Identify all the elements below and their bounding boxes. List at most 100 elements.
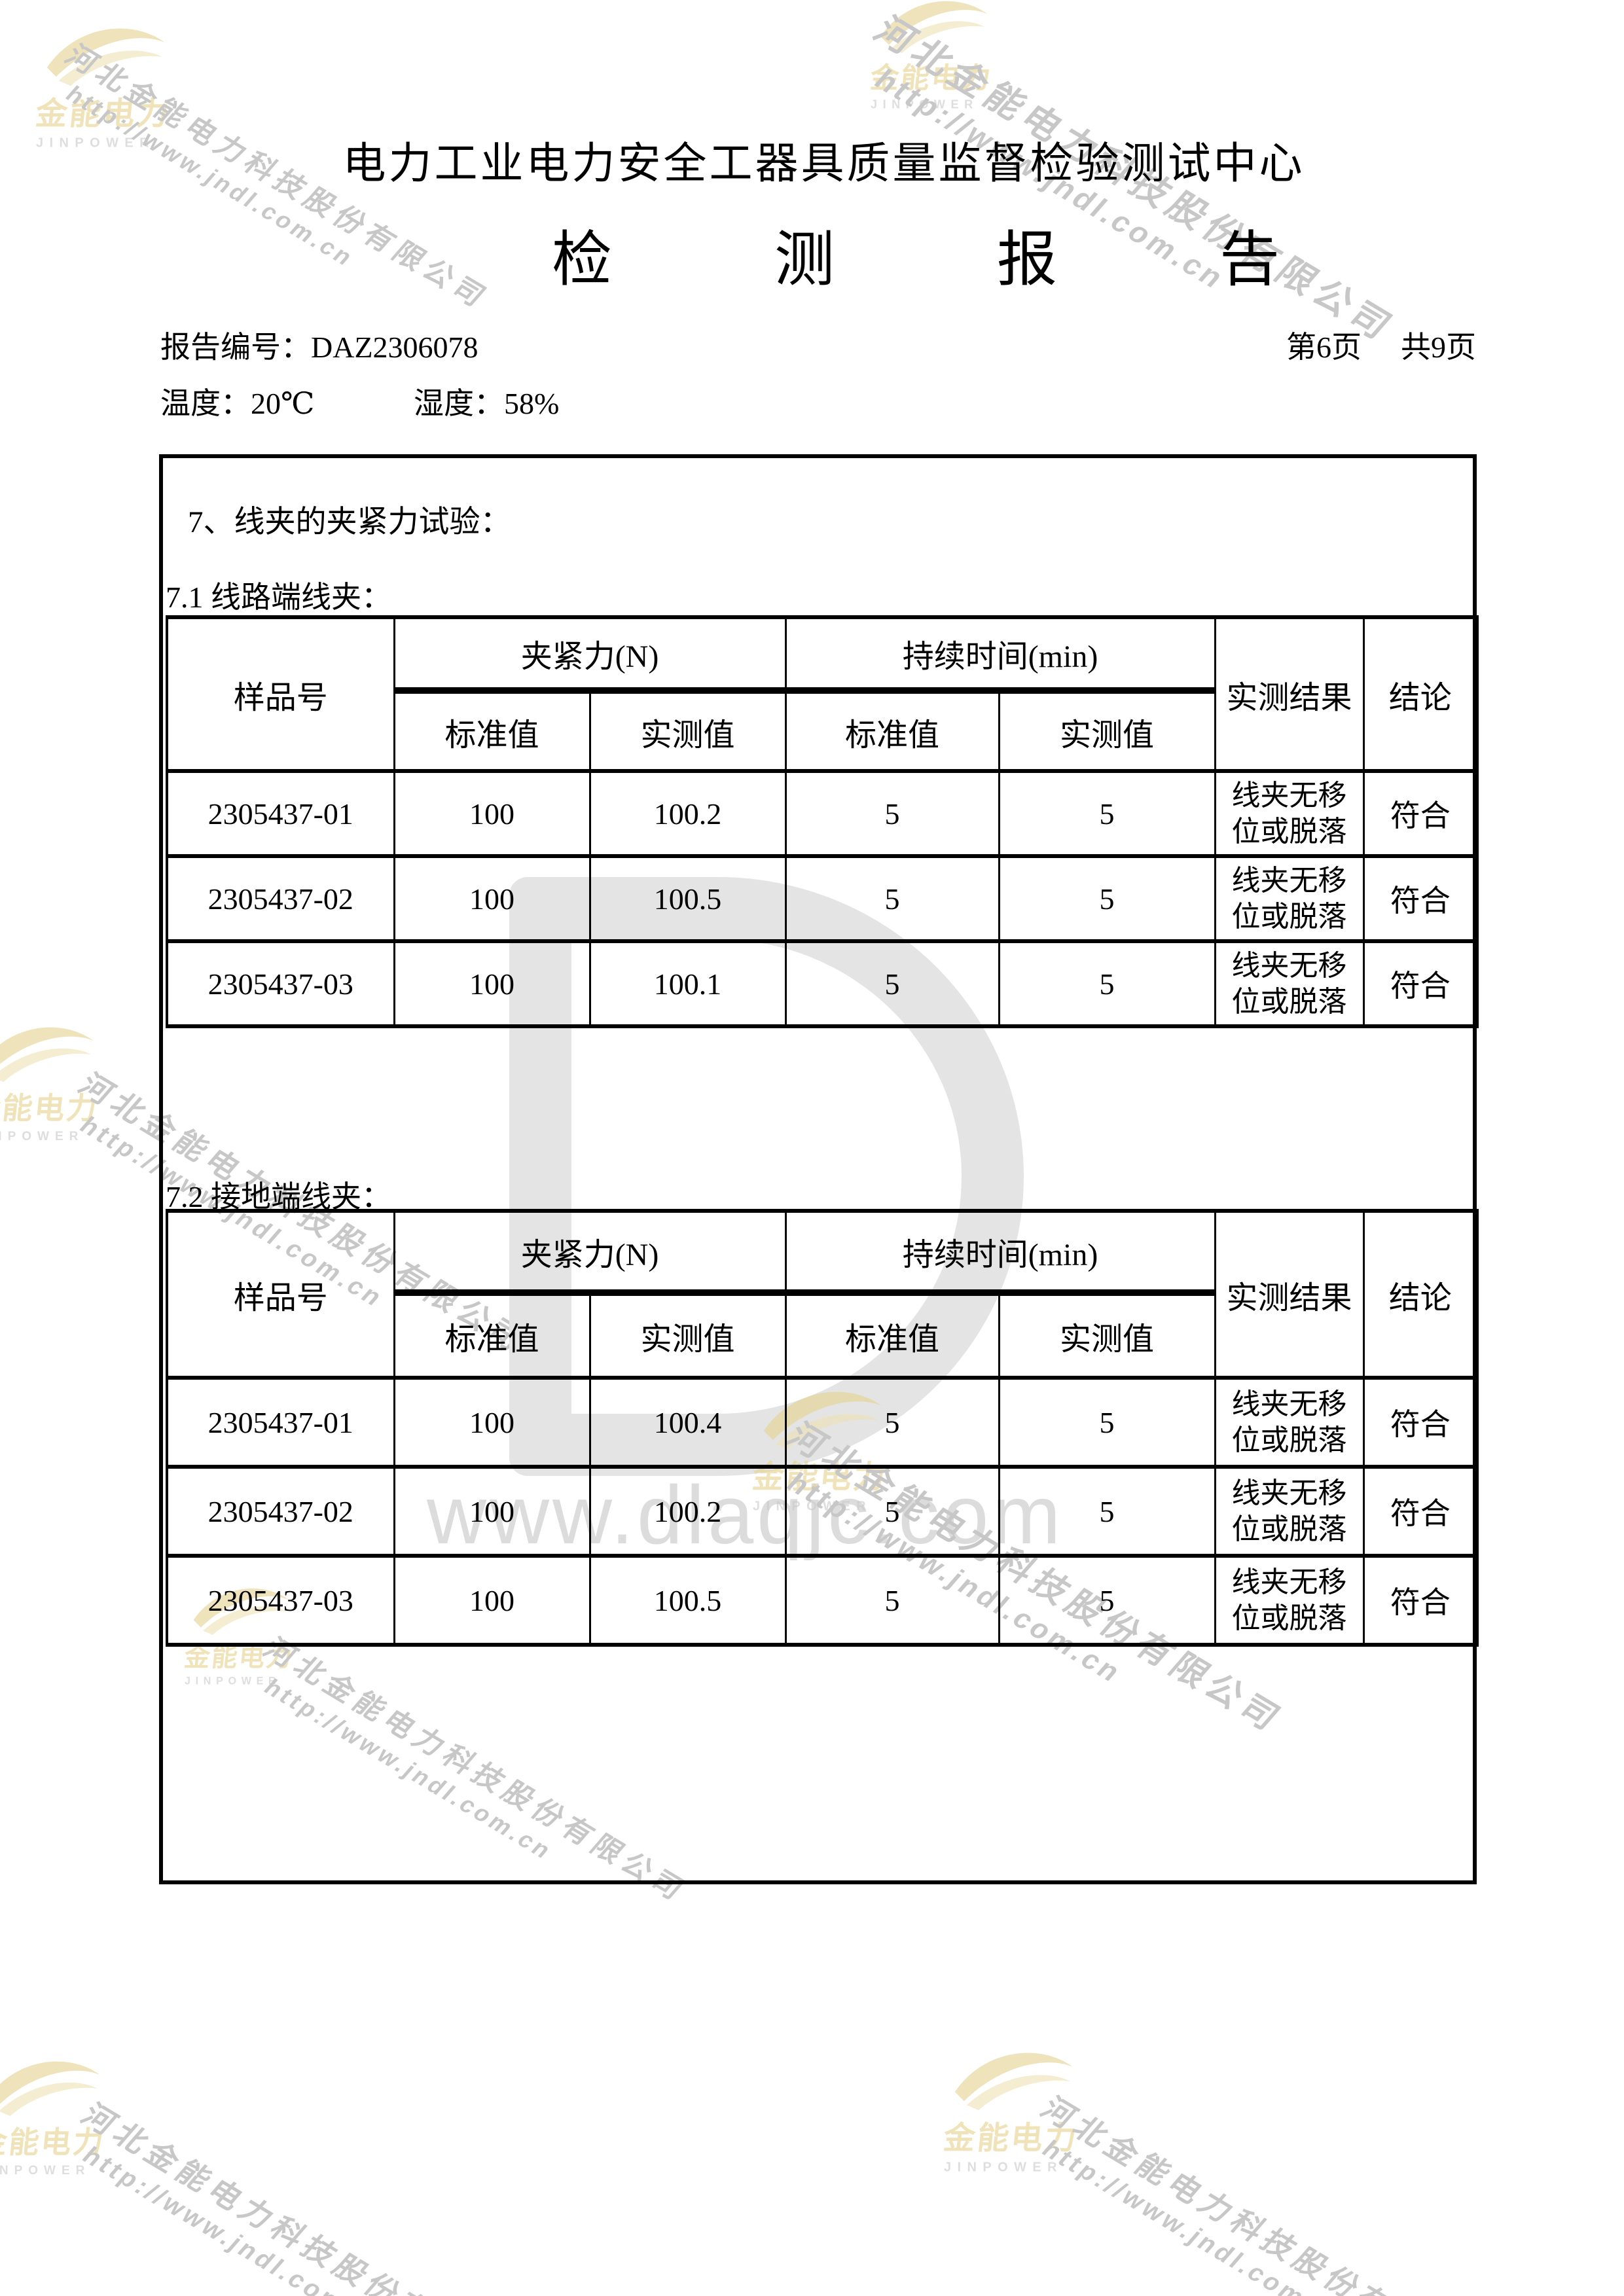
watermark-url-text: http://www.jndl.com.cn <box>60 81 361 272</box>
cell-time-std: 5 <box>784 854 1000 943</box>
jinpower-logo-en: JINPOWER <box>0 2164 91 2178</box>
table-row: 2305437-01 100 100.4 5 5 线夹无移位或脱落 符合 <box>166 1376 1479 1469</box>
cell-sample: 2305437-02 <box>166 1465 395 1558</box>
jinpower-swoosh-icon <box>0 1027 94 1083</box>
header-duration: 持续时间(min) <box>784 615 1216 694</box>
jinpower-logo-en: JINPOWER <box>36 135 156 151</box>
cell-result: 线夹无移位或脱落 <box>1214 939 1365 1028</box>
cell-force-std: 100 <box>393 769 591 858</box>
cell-time-std: 5 <box>784 939 1000 1028</box>
page-indicator: 第6页 共9页 <box>1286 323 1476 367</box>
cell-force-std: 100 <box>393 1376 591 1469</box>
table-row: 2305437-02 100 100.2 5 5 线夹无移位或脱落 符合 <box>166 1465 1479 1558</box>
ground-end-clamp-table: 样品号 夹紧力(N) 持续时间(min) 实测结果 结论 标准值 实测值 标准值… <box>166 1209 1479 1647</box>
subheader-measured: 实测值 <box>588 1291 787 1380</box>
cell-conclusion: 符合 <box>1362 854 1479 943</box>
company-watermark: 河北金能电力科技股份有限公司 http://www.jndl.com.cn <box>1011 2089 1499 2296</box>
cell-result: 线夹无移位或脱落 <box>1214 854 1365 943</box>
report-number-label: 报告编号： <box>160 331 311 364</box>
humidity-label: 湿度： <box>413 387 504 420</box>
jinpower-logo: 金能电力 JINPOWER <box>942 2041 1081 2195</box>
cell-time-meas: 5 <box>998 1465 1216 1558</box>
cell-force-std: 100 <box>393 1465 591 1558</box>
cell-time-std: 5 <box>784 1465 1000 1558</box>
cell-sample: 2305437-02 <box>166 854 395 943</box>
header-sample: 样品号 <box>166 1209 395 1380</box>
cell-result: 线夹无移位或脱落 <box>1214 1465 1365 1558</box>
jinpower-logo-en: JINPOWER <box>185 1675 281 1687</box>
cell-sample: 2305437-01 <box>166 1376 395 1469</box>
cell-result: 线夹无移位或脱落 <box>1214 1376 1365 1469</box>
jinpower-swoosh-icon <box>954 2053 1074 2111</box>
line-end-clamp-table: 样品号 夹紧力(N) 持续时间(min) 实测结果 结论 标准值 实测值 标准值… <box>166 615 1479 1028</box>
cell-time-std: 5 <box>784 769 1000 858</box>
temperature: 温度：20℃ <box>160 387 314 420</box>
humidity-value: 58% <box>503 387 560 420</box>
report-title-char: 测 <box>774 226 835 293</box>
jinpower-logo-en: JINPOWER <box>0 1130 84 1143</box>
org-title: 电力工业电力安全工器具质量监督检验测试中心 <box>342 140 1305 188</box>
cell-conclusion: 符合 <box>1362 769 1479 858</box>
subheader-measured: 实测值 <box>588 689 787 773</box>
header-conclusion: 结论 <box>1362 615 1479 773</box>
subheader-measured: 实测值 <box>998 1291 1216 1380</box>
report-title-char: 报 <box>997 226 1058 293</box>
jinpower-logo: 金能电力 JINPOWER <box>0 1016 101 1163</box>
report-number: 报告编号：DAZ2306078 <box>160 331 478 364</box>
header-result: 实测结果 <box>1214 1209 1365 1380</box>
humidity: 湿度：58% <box>414 387 559 420</box>
company-watermark: 河北金能电力科技股份有限公司 http://www.jndl.com.cn <box>51 2096 539 2296</box>
cell-force-meas: 100.2 <box>588 769 787 858</box>
jinpower-logo-en: JINPOWER <box>944 2160 1064 2175</box>
cell-force-meas: 100.1 <box>588 939 787 1028</box>
meta-line-2: 温度：20℃ 湿度：58% <box>160 380 559 423</box>
header-clamp-force: 夹紧力(N) <box>393 1209 787 1296</box>
report-title-char: 告 <box>1219 226 1280 293</box>
cell-result: 线夹无移位或脱落 <box>1214 769 1365 858</box>
report-title: 检 测 报 告 <box>552 211 1280 298</box>
jinpower-swoosh-icon <box>46 28 166 86</box>
cell-time-meas: 5 <box>998 1376 1216 1469</box>
report-number-value: DAZ2306078 <box>311 331 478 364</box>
meta-line-1: 报告编号：DAZ2306078 第6页 共9页 <box>160 323 1476 367</box>
cell-time-meas: 5 <box>998 1554 1216 1647</box>
cell-result: 线夹无移位或脱落 <box>1214 1554 1365 1647</box>
section-7-2-heading: 7.2 接地端线夹： <box>166 1180 391 1213</box>
header-result: 实测结果 <box>1214 615 1365 773</box>
header-sample: 样品号 <box>166 615 395 773</box>
table-subheader-row: 标准值 实测值 标准值 实测值 <box>167 1291 1477 1380</box>
header-duration: 持续时间(min) <box>784 1209 1216 1296</box>
subheader-measured: 实测值 <box>998 689 1216 773</box>
table-row: 2305437-01 100 100.2 5 5 线夹无移位或脱落 符合 <box>166 769 1479 858</box>
page-total: 共9页 <box>1401 331 1476 364</box>
cell-force-meas: 100.4 <box>588 1376 787 1469</box>
cell-sample: 2305437-01 <box>166 769 395 858</box>
cell-conclusion: 符合 <box>1362 1376 1479 1469</box>
subheader-standard: 标准值 <box>393 689 591 773</box>
subheader-standard: 标准值 <box>393 1291 591 1380</box>
header-clamp-force: 夹紧力(N) <box>393 615 787 694</box>
jinpower-swoosh-icon <box>880 1 988 54</box>
report-box: 7、线夹的夹紧力试验： 7.1 线路端线夹： 样品号 夹紧力(N) 持续时间(m… <box>159 454 1479 1884</box>
subheader-standard: 标准值 <box>784 689 1000 773</box>
section-7-heading: 7、线夹的夹紧力试验： <box>188 505 511 539</box>
cell-time-meas: 5 <box>998 939 1216 1028</box>
table-row: 2305437-03 100 100.1 5 5 线夹无移位或脱落 符合 <box>166 939 1479 1028</box>
cell-conclusion: 符合 <box>1362 1465 1479 1558</box>
cell-force-std: 100 <box>393 1554 591 1647</box>
jinpower-logo: 金能电力 JINPOWER <box>869 0 995 130</box>
jinpower-logo: 金能电力 JINPOWER <box>34 16 173 171</box>
table-header-row: 样品号 夹紧力(N) 持续时间(min) 实测结果 结论 <box>166 615 1479 773</box>
cell-force-meas: 100.2 <box>588 1465 787 1558</box>
header-conclusion: 结论 <box>1362 1209 1479 1380</box>
jinpower-logo-en: JINPOWER <box>871 98 979 112</box>
cell-force-std: 100 <box>393 854 591 943</box>
jinpower-logo: 金能电力 JINPOWER <box>0 2050 108 2197</box>
jinpower-swoosh-icon <box>0 2061 100 2117</box>
cell-force-meas: 100.5 <box>588 1554 787 1647</box>
cell-time-meas: 5 <box>998 854 1216 943</box>
cell-conclusion: 符合 <box>1362 939 1479 1028</box>
temperature-value: 20℃ <box>251 387 315 420</box>
table-subheader-row: 标准值 实测值 标准值 实测值 <box>167 689 1477 773</box>
